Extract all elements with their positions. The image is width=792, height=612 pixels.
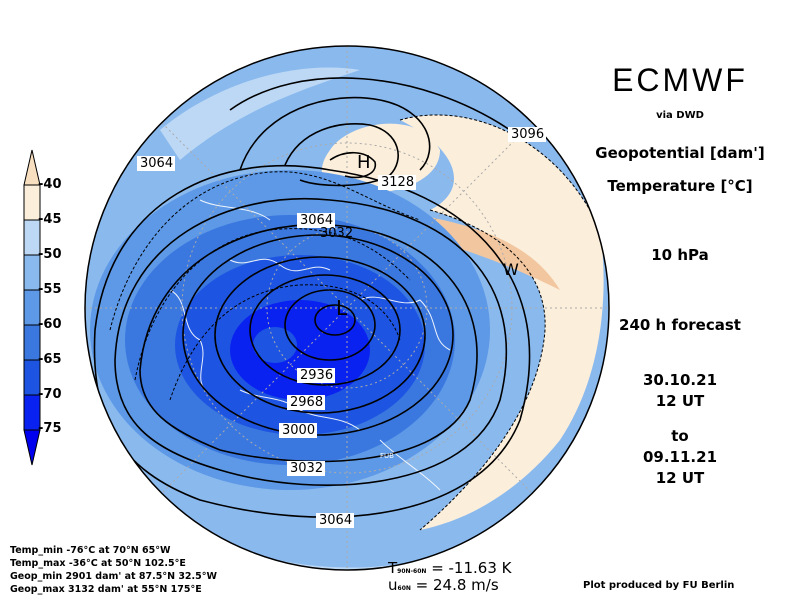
t-value: = -11.63 K: [431, 559, 512, 577]
legend-tick: -50: [38, 247, 62, 262]
map-border: [84, 45, 610, 571]
legend-tick: -65: [38, 352, 62, 367]
legend-tick: -40: [38, 177, 62, 192]
model-title: ECMWF: [612, 62, 748, 98]
u-value: = 24.8 m/s: [415, 576, 499, 594]
contour-label: 3096: [511, 127, 545, 142]
colorbar: [23, 149, 41, 466]
legend-tick: -75: [38, 421, 62, 436]
contour-label: 3032: [320, 226, 354, 241]
contour-label: 3064: [300, 213, 334, 228]
stat-temp-max: Temp_max -36°C at 50°N 102.5°E: [10, 558, 186, 569]
valid-time: 12 UT: [655, 469, 705, 487]
valid-date: 09.11.21: [642, 448, 718, 466]
variable-temperature: Temperature [°C]: [607, 177, 753, 195]
stat-temp-min: Temp_min -76°C at 70°N 65°W: [10, 545, 171, 556]
init-date: 30.10.21: [642, 371, 718, 389]
contour-label: 3064: [319, 513, 353, 528]
contour-label: 3064: [140, 156, 174, 171]
zonal-wind: u60N = 24.8 m/s: [388, 576, 499, 594]
init-time: 12 UT: [655, 392, 705, 410]
map-field: [85, 46, 609, 570]
t-symbol: T: [388, 559, 398, 577]
contour-label: 2936: [300, 368, 334, 383]
stat-geop-min: Geop_min 2901 dam' at 87.5°N 32.5°W: [10, 571, 217, 582]
legend-tick: -60: [38, 317, 62, 332]
u-subscript: 60N: [397, 585, 411, 592]
pressure-level: 10 hPa: [651, 246, 709, 264]
t-subscript: 90N-60N: [397, 568, 427, 575]
u-symbol: u: [388, 576, 398, 594]
contour-label: 3128: [381, 175, 415, 190]
contour-label: 3000: [282, 423, 316, 438]
contour-label: 2968: [290, 395, 324, 410]
source-subtitle: via DWD: [656, 110, 704, 121]
contour-label: 3032: [290, 461, 324, 476]
credit-footer: Plot produced by FU Berlin: [583, 580, 735, 591]
polar-temp-anomaly: T90N-60N = -11.63 K: [388, 559, 511, 577]
fub-mark: FUB: [380, 452, 394, 460]
legend-tick: -70: [38, 387, 62, 402]
forecast-lead: 240 h forecast: [619, 316, 741, 334]
variable-geopotential: Geopotential [dam']: [595, 144, 765, 162]
legend-tick: -55: [38, 282, 62, 297]
stat-geop-max: Geop_max 3132 dam' at 55°N 175°E: [10, 584, 202, 595]
high-pressure-marker: H: [357, 152, 371, 173]
to-label: to: [671, 427, 689, 445]
low-pressure-marker: L: [336, 296, 348, 320]
warm-marker: W: [503, 260, 519, 279]
contour-label-boxes: [137, 127, 546, 528]
legend-tick: -45: [38, 212, 62, 227]
